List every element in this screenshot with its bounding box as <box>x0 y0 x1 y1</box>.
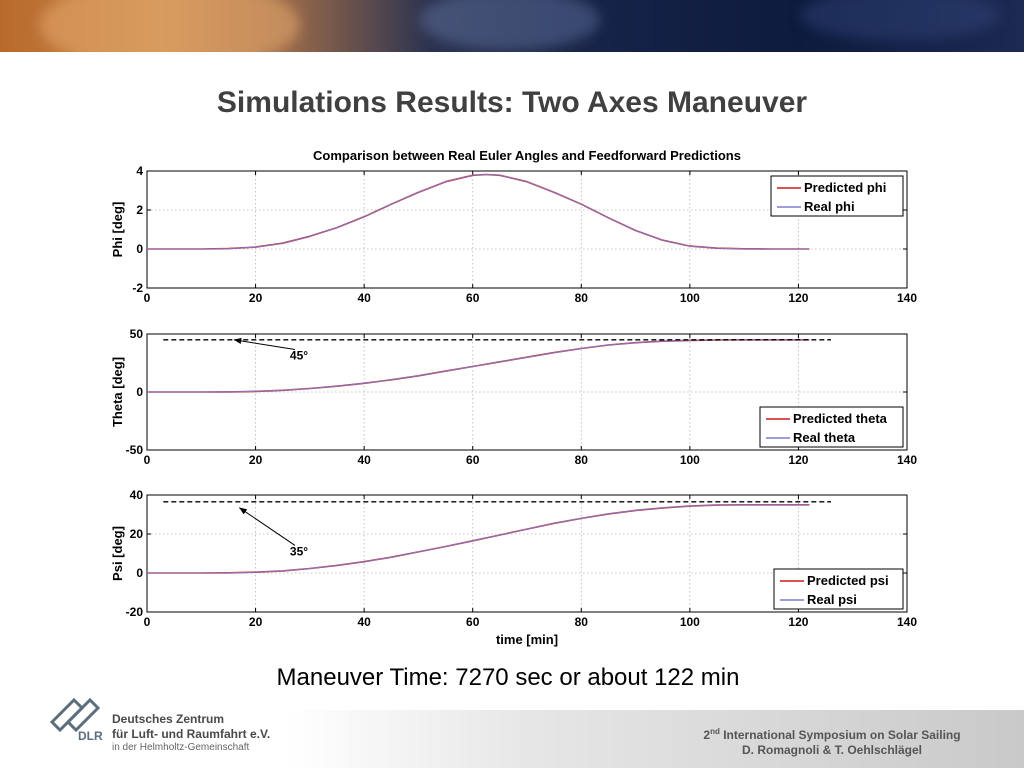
x-tick-label: 100 <box>680 453 700 467</box>
x-axis-label: time [min] <box>496 632 558 647</box>
legend-entry: Real phi <box>804 199 855 214</box>
annotation-arrowhead <box>233 337 242 345</box>
x-tick-label: 60 <box>466 453 480 467</box>
x-tick-label: 140 <box>897 615 917 629</box>
x-tick-label: 60 <box>466 291 480 305</box>
x-tick-label: 120 <box>788 615 808 629</box>
y-tick-label: 20 <box>130 527 144 541</box>
dlr-logo-icon: DLR <box>49 697 103 743</box>
legend-entry: Real theta <box>793 430 856 445</box>
symposium-ordinal: nd <box>710 727 720 736</box>
x-tick-label: 80 <box>575 615 589 629</box>
axes-frame <box>146 170 908 289</box>
symposium-number: 2 <box>703 728 711 742</box>
legend-entry: Predicted phi <box>804 180 886 195</box>
x-tick-label: 0 <box>144 615 151 629</box>
dlr-logo-text: DLR <box>78 729 103 743</box>
legend-entry: Predicted theta <box>793 411 888 426</box>
y-tick-label: -20 <box>126 605 144 619</box>
annotation-arrow <box>233 339 296 351</box>
x-tick-label: 20 <box>249 291 263 305</box>
series-line-real-psi <box>147 504 810 574</box>
x-tick-label: 100 <box>680 615 700 629</box>
y-axis-label: Psi [deg] <box>110 526 125 581</box>
symposium-authors: D. Romagnoli & T. Oehlschlägel <box>741 743 923 757</box>
symposium-name: 2nd International Symposium on Solar Sai… <box>660 724 1004 743</box>
y-tick-label: -2 <box>132 281 143 295</box>
x-tick-label: 120 <box>788 291 808 305</box>
x-tick-label: 40 <box>357 453 371 467</box>
org-name-line1: Deutsches Zentrum <box>112 712 225 726</box>
annotation-arrowhead <box>239 507 248 515</box>
y-tick-label: 0 <box>136 242 143 256</box>
legend-entry: Real psi <box>807 592 857 607</box>
annotation-label: 35° <box>290 544 308 558</box>
slide-title: Simulations Results: Two Axes Maneuver <box>216 86 808 119</box>
x-tick-label: 140 <box>897 291 917 305</box>
x-tick-label: 80 <box>575 453 589 467</box>
symposium-title: International Symposium on Solar Sailing <box>719 728 961 742</box>
x-tick-label: 60 <box>466 615 480 629</box>
legend-box <box>770 175 904 217</box>
banner-glow <box>420 0 600 50</box>
x-tick-label: 80 <box>575 291 589 305</box>
symposium-info: 2nd International Symposium on Solar Sai… <box>660 724 1004 758</box>
x-tick-label: 40 <box>357 291 371 305</box>
x-tick-label: 0 <box>144 291 151 305</box>
y-tick-label: 0 <box>136 566 143 580</box>
org-name-line3: in der Helmholtz-Gemeinschaft <box>112 742 250 753</box>
x-tick-label: 40 <box>357 615 371 629</box>
y-tick-label: 40 <box>130 488 144 502</box>
y-tick-label: 0 <box>136 385 143 399</box>
maneuver-caption: Maneuver Time: 7270 sec or about 122 min <box>276 664 740 691</box>
chart-figure: Comparison between Real Euler Angles and… <box>110 148 917 647</box>
header-banner <box>0 0 1024 52</box>
chart-title: Comparison between Real Euler Angles and… <box>313 148 741 163</box>
annotation-label: 45° <box>290 349 308 363</box>
banner-glow <box>800 0 1000 40</box>
x-tick-label: 20 <box>249 615 263 629</box>
banner-glow <box>40 0 300 52</box>
axes-frame <box>146 494 908 613</box>
footer-bar <box>0 710 1024 768</box>
y-tick-label: 2 <box>136 203 143 217</box>
x-tick-label: 0 <box>144 453 151 467</box>
x-tick-label: 120 <box>788 453 808 467</box>
x-tick-label: 20 <box>249 453 263 467</box>
y-axis-label: Phi [deg] <box>110 202 125 258</box>
annotation-arrow <box>239 507 296 546</box>
series-line-real-phi <box>147 174 810 250</box>
x-tick-label: 140 <box>897 453 917 467</box>
y-tick-label: 50 <box>130 327 144 341</box>
legend-box <box>759 406 904 448</box>
y-tick-label: 4 <box>136 164 143 178</box>
y-axis-label: Theta [deg] <box>110 357 125 427</box>
y-tick-label: -50 <box>126 443 144 457</box>
x-tick-label: 100 <box>680 291 700 305</box>
legend-entry: Predicted psi <box>807 573 889 588</box>
legend-box <box>773 568 904 610</box>
org-name-line2: für Luft- und Raumfahrt e.V. <box>112 727 271 741</box>
